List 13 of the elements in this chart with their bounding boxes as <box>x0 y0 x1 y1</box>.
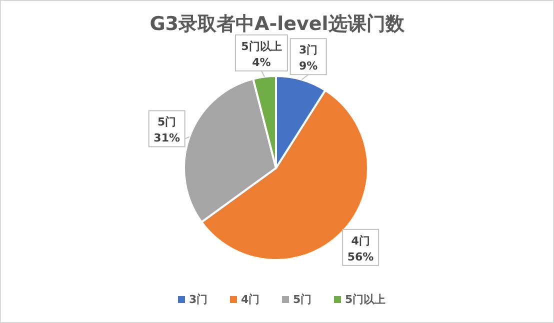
slice-label: 5门 <box>158 116 176 129</box>
slice-label: 3门 <box>299 44 318 57</box>
data-label: 9% <box>299 60 318 73</box>
legend-label: 5门 <box>293 293 312 306</box>
slice-label: 5门以上 <box>241 40 282 53</box>
chart-title: G3录取者中A-level选课门数 <box>150 13 406 35</box>
data-label: 31% <box>154 132 180 145</box>
legend-label: 3门 <box>189 293 208 306</box>
slice-label: 4门 <box>351 234 370 248</box>
data-label: 4% <box>252 56 271 69</box>
legend-label: 5门以上 <box>345 293 386 306</box>
data-label: 56% <box>347 250 374 264</box>
legend-label: 4门 <box>241 293 260 306</box>
